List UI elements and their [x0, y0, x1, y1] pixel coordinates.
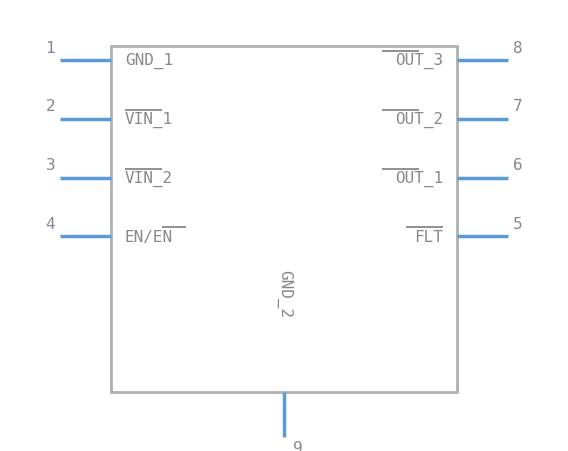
Text: 7: 7	[513, 99, 523, 114]
Text: OUT_3: OUT_3	[395, 53, 443, 69]
Text: 2: 2	[45, 99, 55, 114]
Text: OUT_1: OUT_1	[395, 170, 443, 186]
Text: OUT_2: OUT_2	[395, 111, 443, 128]
Text: GND_1: GND_1	[125, 53, 173, 69]
Text: 8: 8	[513, 41, 523, 55]
Text: EN/EN: EN/EN	[125, 229, 173, 244]
Text: 9: 9	[293, 440, 302, 451]
Text: VIN_1: VIN_1	[125, 111, 173, 128]
Text: 1: 1	[45, 41, 55, 55]
Text: VIN_2: VIN_2	[125, 170, 173, 186]
Text: 5: 5	[513, 216, 523, 231]
Bar	[111, 47, 457, 392]
Text: 3: 3	[45, 158, 55, 173]
Text: 4: 4	[45, 216, 55, 231]
Text: 6: 6	[513, 158, 523, 173]
Text: FLT: FLT	[414, 229, 443, 244]
Text: GND_2: GND_2	[276, 269, 292, 317]
